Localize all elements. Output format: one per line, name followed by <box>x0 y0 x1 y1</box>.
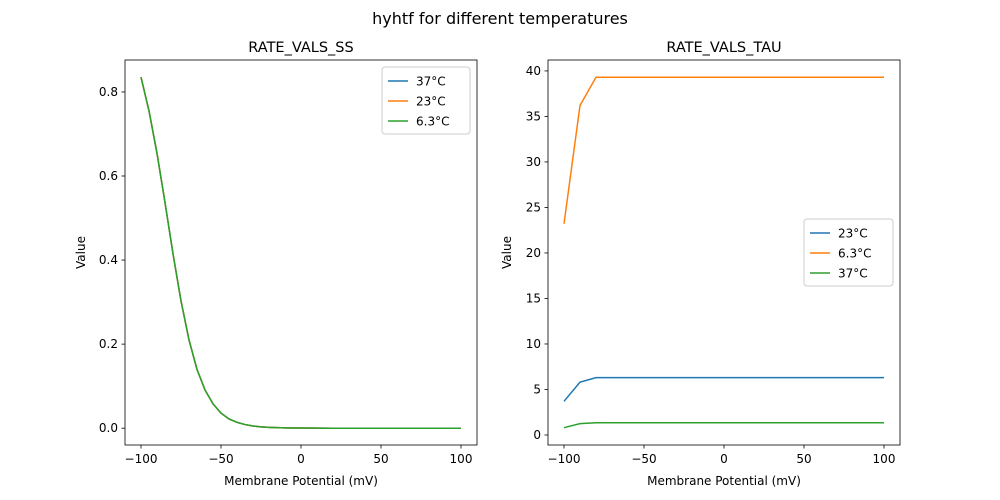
y-tick-label: 5 <box>533 382 541 396</box>
series-line-1 <box>563 376 884 402</box>
x-tick-label: 0 <box>720 452 728 466</box>
series-line-3 <box>140 77 461 429</box>
subplot-2: −100 −50 0 50 100 0 5 10 15 20 25 30 35 40 RATE_VALS_T… <box>500 40 901 488</box>
x-tick-label: 50 <box>373 452 388 466</box>
legend-label: 23°C <box>838 227 868 241</box>
series-line-3 <box>563 421 884 429</box>
legend-label: 6.3°C <box>416 115 449 129</box>
legend-label: 37°C <box>838 267 868 281</box>
y-tick-label: 40 <box>526 64 541 78</box>
y-axis-label: Value <box>74 236 88 269</box>
y-tick-label: 0.2 <box>99 337 118 351</box>
x-axis-label: Membrane Potential (mV) <box>224 474 378 488</box>
x-axis-label: Membrane Potential (mV) <box>647 474 801 488</box>
legend-label: 23°C <box>416 95 446 109</box>
legend-label: 6.3°C <box>838 247 871 261</box>
x-tick-label: −50 <box>631 452 656 466</box>
x-tick-label: −100 <box>548 452 581 466</box>
y-tick-label: 0.6 <box>99 169 118 183</box>
x-tick-label: 100 <box>450 452 473 466</box>
y-tick-label: 0.4 <box>99 253 118 267</box>
legend-frame <box>381 66 471 135</box>
x-tick-label: −100 <box>125 452 158 466</box>
subplot-1: −100 −50 0 50 100 0.0 0.2 0.4 0.6 0.8 RATE_VALS_SS… <box>74 40 478 488</box>
y-tick-label: 35 <box>526 109 541 123</box>
figure-title: hyhtf for different temperatures <box>372 9 628 28</box>
legend-frame <box>803 218 894 287</box>
y-tick-label: 10 <box>526 337 541 351</box>
x-tick-label: 50 <box>796 452 811 466</box>
y-tick-label: 25 <box>526 200 541 214</box>
subplot-title: RATE_VALS_SS <box>248 40 353 56</box>
legend: 23°C 6.3°C 37°C <box>803 218 894 287</box>
y-tick-label: 0 <box>533 428 541 442</box>
legend: 37°C 23°C 6.3°C <box>381 66 471 135</box>
y-tick-label: 0.0 <box>99 421 118 435</box>
x-tick-label: −50 <box>208 452 233 466</box>
y-tick-label: 30 <box>526 155 541 169</box>
y-tick-label: 0.8 <box>99 85 118 99</box>
legend-label: 37°C <box>416 75 446 89</box>
y-axis-label: Value <box>500 236 514 269</box>
subplot-title: RATE_VALS_TAU <box>666 40 781 56</box>
y-tick-label: 20 <box>526 246 541 260</box>
x-tick-label: 0 <box>297 452 305 466</box>
x-tick-label: 100 <box>873 452 896 466</box>
y-tick-label: 15 <box>526 291 541 305</box>
series-line-2 <box>563 76 884 224</box>
